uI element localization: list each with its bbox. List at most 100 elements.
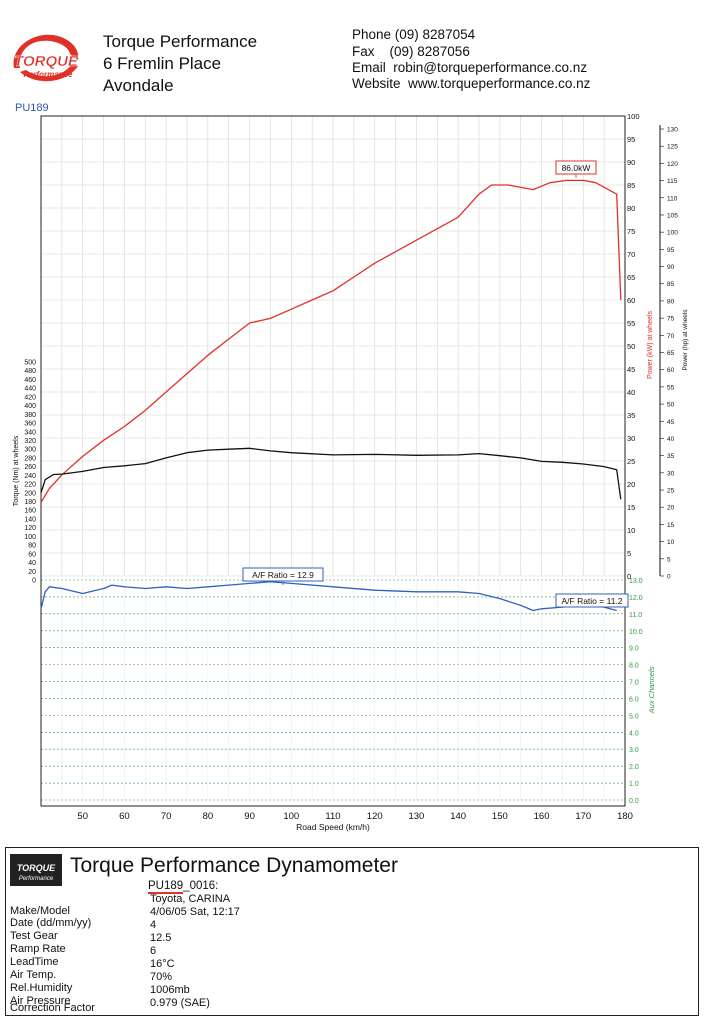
torque-tick-label: 20 (28, 569, 36, 576)
aux-grid (41, 579, 625, 801)
x-axis-label: Road Speed (km/h) (296, 822, 370, 832)
power-hp-tick-label: 120 (667, 161, 678, 168)
air-temp-value: 16°C (150, 958, 175, 970)
x-tick-label: 100 (283, 811, 299, 822)
x-tick-label: 90 (244, 811, 255, 822)
x-tick-label: 80 (203, 811, 214, 822)
power-hp-tick-label: 30 (667, 470, 675, 477)
torque-axis-label: Torque (Nm) at wheels (13, 435, 20, 506)
power-kw-tick-label: 30 (627, 434, 635, 443)
dyno-summary-panel: TORQUE Performance Torque Performance Dy… (5, 847, 699, 1016)
power-hp-tick-label: 25 (667, 488, 675, 495)
address-line-2: Avondale (103, 76, 174, 95)
power-hp-tick-label: 5 (667, 556, 671, 563)
power-hp-tick-label: 40 (667, 436, 675, 443)
dyno-chart: 50 60 70 80 90 100 110 120 130 140 150 160 170 180Roa… (13, 112, 689, 832)
power-hp-tick-label: 115 (667, 178, 678, 185)
power-kw-tick-label: 15 (627, 503, 635, 512)
website-text: Website www.torqueperformance.co.nz (352, 76, 591, 91)
aux-tick-label: 13.0 (629, 578, 643, 585)
aux-tick-label: 9.0 (629, 646, 639, 653)
power-hp-tick-label: 90 (667, 264, 675, 271)
torque-tick-label: 140 (24, 516, 36, 523)
torque-tick-label: 160 (24, 508, 36, 515)
torque-tick-label: 240 (24, 473, 36, 480)
power-hp-tick-label: 0 (667, 574, 671, 581)
torque-tick-label: 200 (24, 490, 36, 497)
x-tick-label: 150 (492, 811, 508, 822)
aux-tick-label: 10.0 (629, 629, 643, 636)
aux-tick-label: 5.0 (629, 713, 639, 720)
power-kw-tick-label: 50 (627, 342, 635, 351)
rel-humidity-label: Rel.Humidity (10, 982, 73, 994)
power-hp-tick-label: 70 (667, 333, 675, 340)
torque-tick-label: 500 (24, 360, 36, 367)
power-kw-tick-label: 10 (627, 526, 635, 535)
summary-title: Torque Performance Dynamometer (70, 854, 398, 877)
x-tick-label: 160 (534, 811, 550, 822)
torque-tick-label: 380 (24, 412, 36, 419)
torque-tick-label: 280 (24, 455, 36, 462)
chart-grid (41, 115, 625, 577)
afr-curve (40, 581, 617, 612)
power-hp-tick-label: 85 (667, 281, 675, 288)
power-kw-tick-label: 60 (627, 296, 635, 305)
power-hp-tick-label: 100 (667, 230, 678, 237)
run-id-code: PU189 (148, 880, 184, 894)
power-kw-tick-label: 5 (627, 549, 631, 558)
afr-end-callout-box (555, 593, 629, 608)
x-tick-label: 70 (161, 811, 172, 822)
run-code-label: PU189 (15, 102, 49, 114)
torque-tick-label: 420 (24, 394, 36, 401)
x-tick-label: 130 (408, 811, 424, 822)
power-kw-tick-label: 75 (627, 227, 635, 236)
test-gear-value: 4 (150, 919, 157, 931)
torque-tick-label: 80 (28, 543, 36, 550)
power-kw-tick-label: 70 (627, 250, 635, 259)
svg-text:TORQUE: TORQUE (14, 53, 79, 70)
lead-time-label: LeadTime (10, 956, 59, 968)
torque-tick-label: 360 (24, 421, 36, 428)
power-kw-tick-label: 0 (627, 572, 631, 581)
aux-tick-label: 7.0 (629, 680, 639, 687)
aux-axis-label: Aux Channels (647, 666, 656, 714)
torque-tick-label: 100 (24, 534, 36, 541)
plot-frame (40, 115, 626, 807)
x-tick-label: 60 (119, 811, 130, 822)
x-tick-label: 170 (575, 811, 591, 822)
torque-performance-small-logo: TORQUE Performance (10, 854, 62, 886)
power-kw-tick-label: 25 (627, 457, 635, 466)
company-name: Torque Performance (103, 32, 258, 51)
torque-tick-label: 40 (28, 560, 36, 567)
torque-tick-label: 400 (24, 403, 36, 410)
power-kw-tick-label: 35 (627, 411, 635, 420)
power-kw-tick-label: 65 (627, 273, 635, 282)
torque-tick-label: 460 (24, 377, 36, 384)
x-tick-label: 180 (617, 811, 633, 822)
svg-text:TORQUE: TORQUE (17, 863, 56, 873)
ramp-rate-value: 12.5 (150, 932, 172, 944)
run-id: PU189_0016: (148, 880, 219, 894)
power-kw-tick-label: 20 (627, 480, 635, 489)
power-kw-axis-label: Power (kW) at wheels (647, 310, 654, 379)
aux-tick-label: 0.0 (629, 798, 639, 805)
air-pressure-value: 1006mb (150, 984, 190, 996)
power-hp-tick-label: 55 (667, 384, 675, 391)
date-value: 4/06/05 Sat, 12:17 (150, 906, 240, 918)
x-tick-label: 120 (367, 811, 383, 822)
correction-factor-label: Correction Factor (10, 1002, 95, 1014)
make-model-label: Make/Model (10, 905, 70, 917)
aux-tick-label: 6.0 (629, 696, 639, 703)
afr-end-callout-label: A/F Ratio = 11.2 (561, 596, 622, 606)
run-id-suffix: _0016: (183, 880, 219, 892)
power-hp-tick-label: 50 (667, 402, 675, 409)
aux-tick-label: 8.0 (629, 663, 639, 670)
power-hp-tick-label: 45 (667, 419, 675, 426)
aux-tick-label: 3.0 (629, 747, 639, 754)
svg-text:Performance: Performance (19, 876, 54, 882)
power-hp-tick-label: 125 (667, 144, 678, 151)
power-hp-tick-label: 65 (667, 350, 675, 357)
address-line-1: 6 Fremlin Place (103, 54, 222, 73)
aux-tick-label: 11.0 (629, 612, 642, 619)
power-hp-tick-label: 130 (667, 127, 678, 134)
